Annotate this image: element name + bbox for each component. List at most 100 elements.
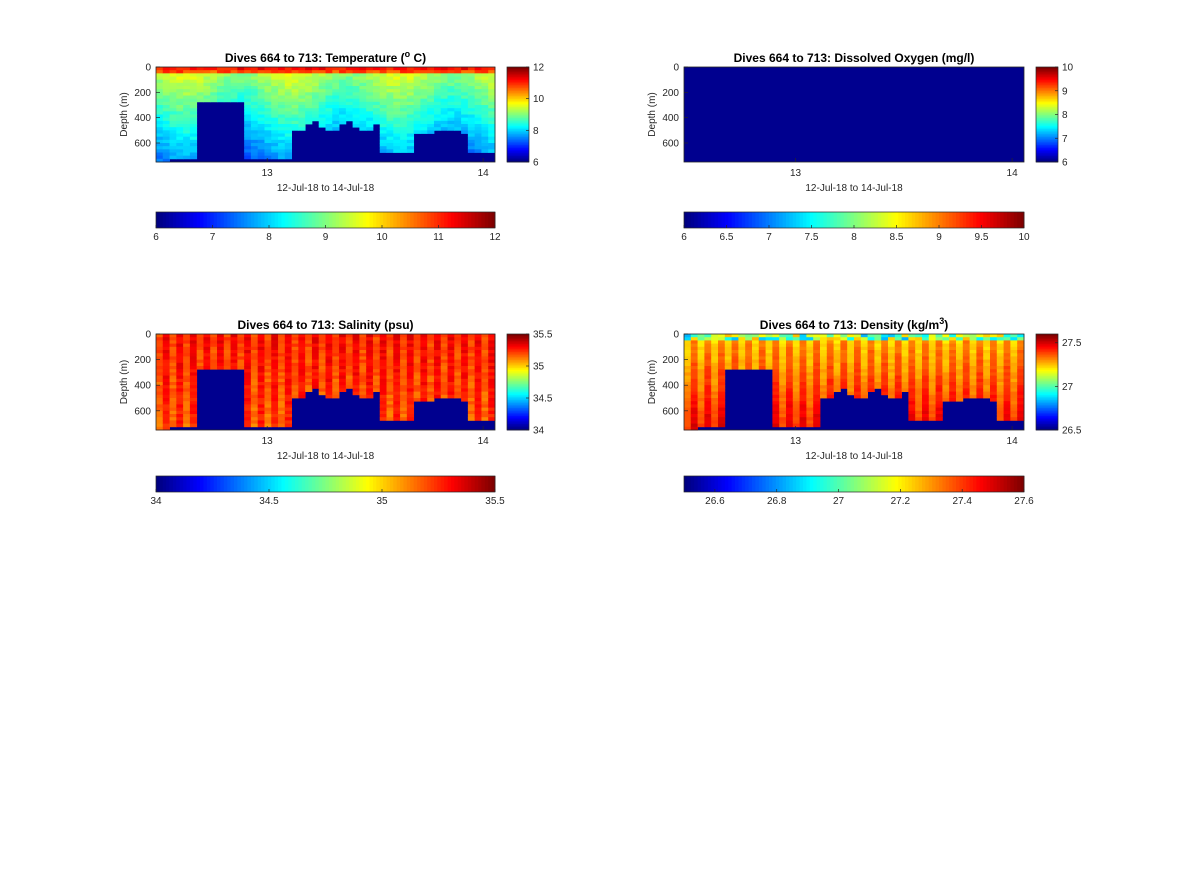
heatmap-cell	[718, 353, 726, 357]
heatmap-cell	[196, 359, 204, 364]
heatmap-cell	[481, 92, 489, 96]
heatmap-cell	[820, 353, 828, 357]
heatmap-cell	[697, 388, 705, 392]
heatmap-cell	[210, 366, 218, 370]
heatmap-cell	[461, 359, 469, 364]
heatmap-cell	[305, 369, 313, 373]
heatmap-cell	[779, 401, 787, 405]
heatmap-cell	[860, 385, 868, 389]
heatmap-cell	[332, 346, 340, 351]
heatmap-cell	[372, 353, 381, 357]
heatmap-cell	[372, 73, 381, 77]
heatmap-cell	[833, 359, 841, 364]
heatmap-cell	[433, 70, 442, 74]
heatmap-cell	[244, 133, 252, 138]
heatmap-cell	[345, 111, 354, 115]
heatmap-cell	[291, 394, 299, 399]
heatmap-cell	[1017, 337, 1025, 341]
heatmap-cell	[359, 385, 367, 389]
heatmap-cell	[420, 82, 428, 87]
heatmap-cell	[379, 67, 387, 71]
heatmap-cell	[169, 334, 177, 338]
heatmap-cell	[718, 362, 726, 367]
heatmap-cell	[433, 372, 442, 376]
heatmap-cell	[874, 362, 882, 367]
heatmap-cell	[481, 67, 489, 71]
heatmap-cell	[325, 95, 333, 100]
heatmap-cell	[454, 346, 462, 351]
heatmap-cell	[278, 146, 286, 150]
horizontal-colorbar-tick-label: 35	[376, 496, 388, 507]
heatmap-cell	[481, 394, 489, 399]
heatmap-cell	[996, 404, 1004, 408]
heatmap-cell	[833, 388, 841, 392]
heatmap-cell	[440, 340, 448, 344]
heatmap-cell	[264, 350, 272, 354]
heatmap-cell	[359, 353, 367, 357]
heatmap-cell	[461, 117, 469, 122]
heatmap-cell	[393, 353, 401, 357]
heatmap-cell	[359, 359, 367, 364]
heatmap-cell	[176, 391, 184, 396]
heatmap-cell	[318, 366, 326, 370]
heatmap-cell	[162, 426, 170, 431]
heatmap-cell	[372, 108, 381, 112]
heatmap-cell	[366, 391, 374, 396]
heatmap-cell	[806, 369, 814, 373]
heatmap-cell	[244, 378, 252, 383]
heatmap-cell	[826, 366, 834, 370]
heatmap-cell	[393, 117, 401, 122]
heatmap-cell	[366, 95, 374, 100]
heatmap-cell	[183, 382, 191, 386]
heatmap-cell	[447, 382, 455, 386]
heatmap-cell	[352, 114, 360, 119]
heatmap-cell	[427, 369, 435, 373]
heatmap-cell	[176, 92, 184, 96]
heatmap-cell	[474, 417, 482, 421]
heatmap-cell	[176, 70, 184, 74]
heatmap-cell	[806, 382, 814, 386]
heatmap-cell	[440, 359, 448, 364]
colorbar-tick-label: 8	[1062, 110, 1068, 121]
heatmap-cell	[922, 372, 930, 376]
heatmap-cell	[826, 359, 834, 364]
heatmap-cell	[1003, 388, 1011, 392]
heatmap-cell	[454, 73, 462, 77]
heatmap-cell	[467, 76, 476, 81]
heatmap-cell	[291, 98, 299, 103]
heatmap-cell	[318, 356, 326, 360]
heatmap-cell	[332, 362, 340, 367]
heatmap-cell	[189, 366, 198, 370]
heatmap-cell	[990, 382, 998, 386]
heatmap-cell	[244, 375, 252, 380]
heatmap-cell	[169, 398, 177, 402]
heatmap-cell	[718, 401, 726, 405]
heatmap-cell	[284, 375, 292, 380]
heatmap-cell	[393, 127, 401, 131]
heatmap-cell	[386, 127, 394, 131]
heatmap-cell	[792, 369, 800, 373]
heatmap-cell	[433, 92, 442, 96]
heatmap-cell	[786, 369, 794, 373]
heatmap-cell	[393, 369, 401, 373]
heatmap-cell	[183, 127, 191, 131]
heatmap-cell	[271, 343, 279, 348]
heatmap-cell	[454, 372, 462, 376]
heatmap-cell	[474, 362, 482, 367]
heatmap-cell	[345, 95, 354, 100]
heatmap-cell	[440, 82, 448, 87]
heatmap-cell	[867, 350, 875, 354]
heatmap-cell	[935, 372, 943, 376]
heatmap-cell	[189, 410, 198, 415]
heatmap-cell	[915, 369, 923, 373]
heatmap-cell	[826, 391, 834, 396]
heatmap-cell	[250, 89, 259, 93]
heatmap-cell	[474, 98, 482, 103]
heatmap-cell	[779, 346, 787, 351]
heatmap-cell	[786, 382, 794, 386]
heatmap-cell	[806, 385, 814, 389]
heatmap-cell	[169, 130, 177, 134]
heatmap-cell	[413, 334, 421, 338]
heatmap-cell	[820, 334, 828, 338]
heatmap-cell	[983, 385, 991, 389]
